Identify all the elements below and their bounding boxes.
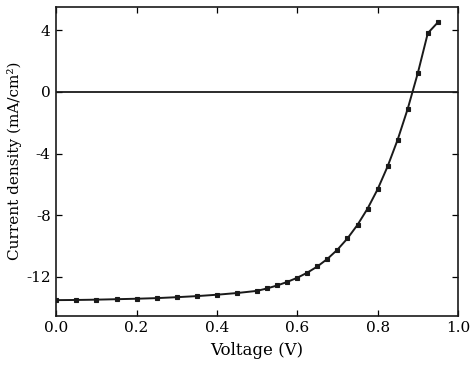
Y-axis label: Current density (mA/cm²): Current density (mA/cm²)	[7, 62, 22, 261]
X-axis label: Voltage (V): Voltage (V)	[210, 342, 303, 359]
